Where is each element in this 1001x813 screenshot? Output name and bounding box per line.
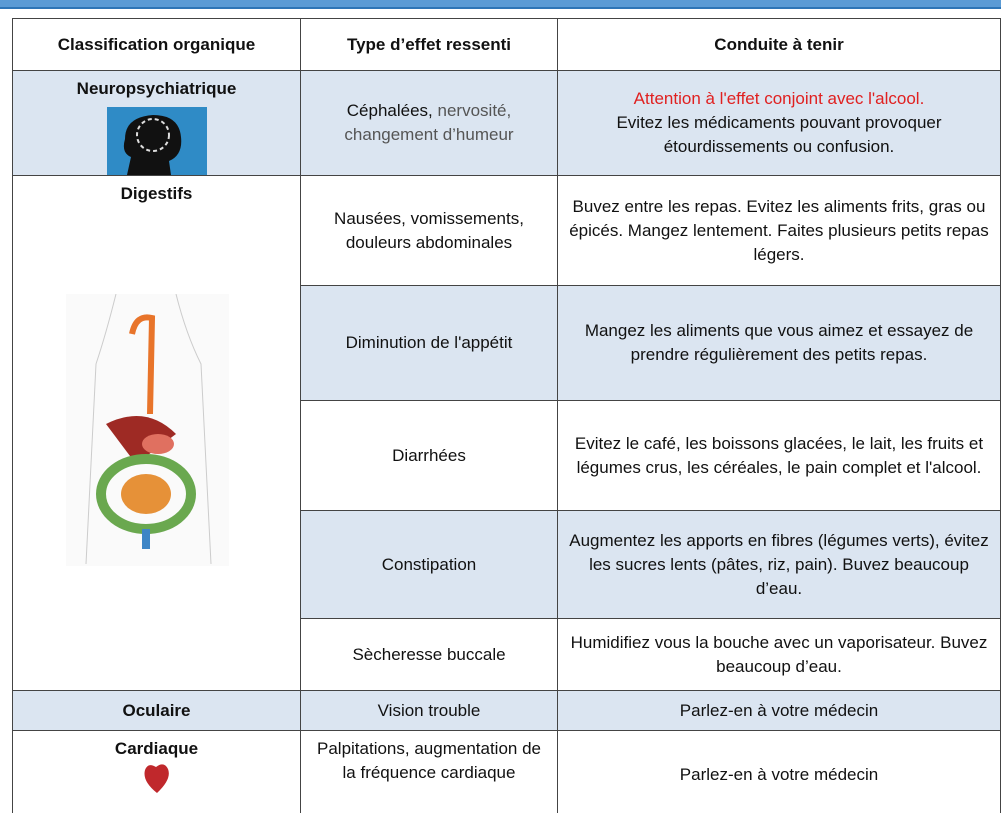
effect-cell: Sècheresse buccale [300,618,558,691]
row: Cardiaque Palpitations, augmentation de … [12,730,1001,813]
header-row: Classification organique Type d’effet re… [12,18,1001,71]
effect-cell: Céphalées, nervosité, changement d’humeu… [300,70,558,176]
row: Diarrhées Evitez le café, les boissons g… [13,400,1001,511]
warning: Attention à l'effet conjoint avec l'alco… [633,89,925,108]
effect-cell: Constipation [300,510,558,619]
advice: Evitez les médicaments pouvant provoquer… [616,113,942,156]
advice-cell: Humidifiez vous la bouche avec un vapori… [557,618,1001,691]
row: Sècheresse buccale Humidifiez vous la bo… [13,618,1001,691]
classification-cell: Cardiaque [12,730,301,813]
row: Digestifs Nausées, vomissements, douleur… [12,175,1001,691]
advice-cell: Augmentez les apports en fibres (légumes… [557,510,1001,619]
top-bar [0,0,1001,9]
effect-cell: Diminution de l'appétit [300,285,558,401]
header-cell: Conduite à tenir [557,18,1001,71]
advice-cell: Parlez-en à votre médecin [557,730,1001,813]
effect-cell: Vision trouble [300,690,558,731]
row: Neuropsychiatrique Céphalées, nervosité,… [12,70,1001,176]
effect-cell: Palpitations, augmentation de la fréquen… [300,730,558,813]
advice-cell: Mangez les aliments que vous aimez et es… [557,285,1001,401]
advice-cell: Buvez entre les repas. Evitez les alimen… [557,175,1001,286]
classification: Neuropsychiatrique [76,79,237,98]
classification-cell: Oculaire [12,690,301,731]
row: Constipation Augmentez les apports en fi… [13,510,1001,619]
digestive-icon [66,294,229,566]
effect-cell: Nausées, vomissements, douleurs abdomina… [300,175,558,286]
classification-cell: Digestifs [12,175,301,691]
header-cell: Classification organique [12,18,301,71]
advice-cell: Parlez-en à votre médecin [557,690,1001,731]
classification: Cardiaque [114,739,199,758]
brain-icon [106,107,207,175]
table-container: Classification organique Type d’effet re… [12,18,1001,813]
effect: Céphalées, [346,101,433,120]
effect: nervosité, changement d’humeur [344,101,514,144]
classification-cell: Neuropsychiatrique [12,70,301,176]
row: Diminution de l'appétit Mangez les alime… [13,285,1001,401]
row: Oculaire Vision trouble Parlez-en à votr… [12,690,1001,731]
advice-cell: Evitez le café, les boissons glacées, le… [557,400,1001,511]
heart-icon [144,764,169,793]
effect-cell: Diarrhées [300,400,558,511]
header-cell: Type d’effet ressenti [300,18,558,71]
side-effects-table: Classification organique Type d’effet re… [12,18,1001,813]
classification: Digestifs [120,184,193,203]
advice-cell: Attention à l'effet conjoint avec l'alco… [557,70,1001,176]
